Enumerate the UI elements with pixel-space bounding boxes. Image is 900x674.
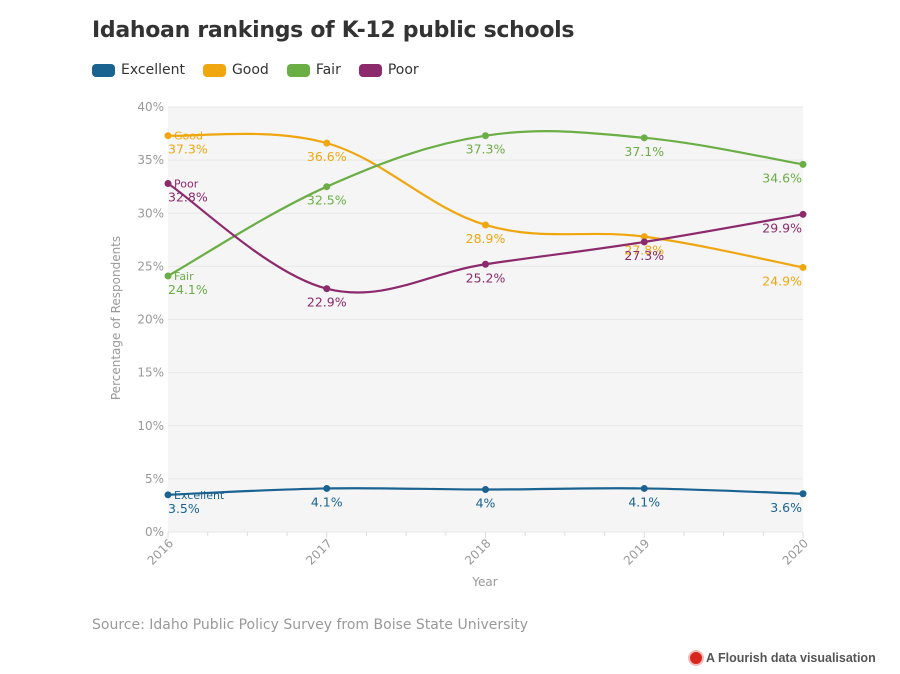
x-tick-label: 2020 (780, 536, 811, 567)
data-label-good: 28.9% (466, 231, 506, 246)
y-tick-label: 15% (137, 366, 164, 380)
series-name-label-fair: Fair (174, 270, 194, 283)
data-point-fair[interactable] (164, 272, 172, 280)
flourish-logo-icon (690, 652, 702, 664)
legend-item-fair[interactable]: Fair (286, 62, 341, 78)
x-tick-label: 2017 (303, 536, 334, 567)
data-point-excellent[interactable] (640, 484, 648, 492)
data-labels: 3.5% 4.1% 4% 4.1% 3.6% Excellent 37.3% 36.6% 28.… (168, 130, 802, 516)
data-point-good[interactable] (164, 132, 172, 140)
x-tick-label: 2018 (462, 536, 493, 567)
data-point-good[interactable] (482, 221, 489, 229)
data-point-good[interactable] (799, 263, 807, 271)
data-point-fair[interactable] (799, 160, 807, 168)
data-point-excellent[interactable] (164, 491, 172, 499)
flourish-credit[interactable]: A Flourish data visualisation (690, 651, 876, 665)
y-axis-title: Percentage of Respondents (109, 236, 123, 400)
x-tick-label: 2019 (621, 536, 652, 567)
data-point-good[interactable] (323, 139, 331, 147)
series-name-label-good: Good (174, 130, 203, 143)
legend-label-poor: Poor (387, 62, 419, 78)
legend: Excellent Good Fair Poor (92, 62, 419, 78)
data-label-excellent: 4% (476, 496, 496, 511)
data-point-poor[interactable] (164, 180, 172, 187)
data-label-excellent: 3.5% (168, 501, 200, 516)
data-point-good[interactable] (640, 233, 648, 241)
y-tick-label: 0% (145, 525, 164, 539)
data-point-poor[interactable] (482, 260, 489, 268)
x-axis-title: Year (471, 575, 497, 589)
data-label-good: 24.9% (762, 273, 802, 288)
data-point-poor[interactable] (799, 210, 807, 218)
legend-swatch-good (202, 63, 226, 77)
data-label-fair: 37.1% (624, 144, 664, 159)
data-label-poor: 27.3% (624, 248, 664, 263)
data-label-poor: 22.9% (307, 295, 347, 310)
legend-swatch-poor (358, 63, 382, 77)
y-tick-label: 35% (137, 153, 164, 167)
y-tick-label: 5% (145, 472, 164, 486)
y-axis: 0% 5% 10% 15% 20% 25% 30% 35% 40% (137, 100, 164, 539)
data-label-good: 37.3% (168, 142, 208, 157)
source-note: Source: Idaho Public Policy Survey from … (92, 617, 529, 633)
data-label-excellent: 3.6% (770, 500, 802, 515)
legend-label-good: Good (231, 62, 269, 78)
data-point-poor[interactable] (323, 285, 331, 293)
legend-item-excellent[interactable]: Excellent (92, 62, 185, 78)
legend-item-poor[interactable]: Poor (358, 62, 419, 78)
chart-title: Idahoan rankings of K-12 public schools (92, 18, 575, 43)
flourish-credit-text: A Flourish data visualisation (706, 651, 876, 665)
data-label-poor: 32.8% (168, 190, 208, 205)
data-label-poor: 25.2% (466, 270, 506, 285)
y-tick-label: 20% (137, 313, 164, 327)
data-point-fair[interactable] (323, 183, 331, 191)
data-label-poor: 29.9% (762, 220, 802, 235)
data-label-good: 27.8% (624, 243, 664, 258)
legend-swatch-excellent (92, 63, 115, 77)
data-label-fair: 32.5% (307, 193, 347, 208)
data-point-excellent[interactable] (799, 490, 807, 498)
data-point-excellent[interactable] (482, 486, 489, 493)
data-label-excellent: 4.1% (311, 494, 343, 509)
y-tick-label: 40% (137, 100, 164, 114)
legend-label-fair: Fair (315, 62, 341, 78)
data-label-fair: 24.1% (168, 282, 208, 297)
legend-swatch-fair (286, 63, 310, 77)
series-points (164, 132, 807, 499)
legend-item-good[interactable]: Good (202, 62, 269, 78)
y-tick-label: 25% (137, 259, 164, 273)
data-label-excellent: 4.1% (628, 494, 660, 509)
legend-label-excellent: Excellent (121, 62, 185, 78)
y-tick-label: 30% (137, 206, 164, 220)
data-label-fair: 34.6% (762, 170, 802, 185)
data-point-poor[interactable] (640, 238, 648, 246)
data-point-fair[interactable] (482, 132, 489, 140)
y-tick-label: 10% (137, 419, 164, 433)
data-point-excellent[interactable] (323, 484, 331, 492)
data-label-good: 36.6% (307, 149, 347, 164)
data-label-fair: 37.3% (466, 142, 506, 157)
line-chart: 0%5%10%15%20%25%30%35%40% 2016 2017 2018 20… (109, 100, 811, 589)
x-tick-label: 2016 (145, 536, 176, 567)
x-axis: 2016 2017 2018 2019 2020 (145, 532, 811, 568)
series-name-label-excellent: Excellent (174, 489, 225, 502)
data-point-fair[interactable] (640, 134, 648, 142)
series-name-label-poor: Poor (174, 178, 199, 191)
